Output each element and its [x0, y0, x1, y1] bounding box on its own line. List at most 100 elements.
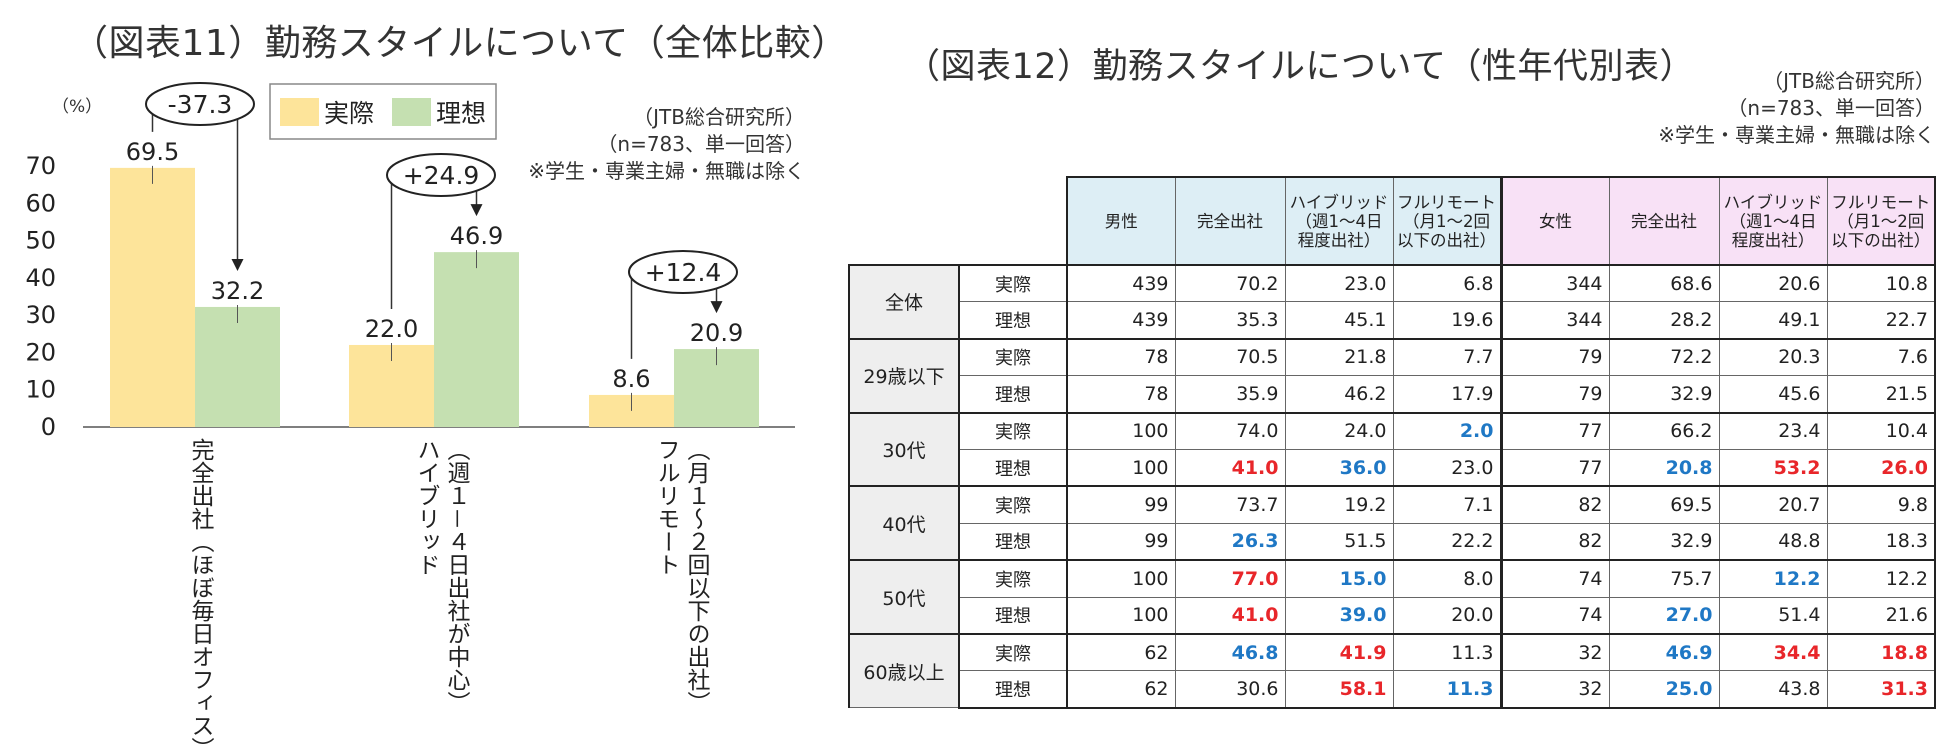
percent-cell: 41.0 — [1174, 596, 1286, 635]
table-row: 理想 100 41.0 36.0 23.0 77 20.8 53.2 26.0 — [849, 448, 1936, 487]
percent-cell: 43.8 — [1718, 670, 1828, 709]
percent-cell: 18.8 — [1826, 632, 1936, 672]
header-empty — [959, 177, 1067, 265]
percent-cell: 7.6 — [1826, 337, 1936, 377]
percent-cell: 46.2 — [1284, 375, 1394, 414]
arrow-head-icon — [470, 204, 483, 217]
percent-cell: 35.9 — [1174, 375, 1286, 414]
annotation-connector — [387, 174, 393, 309]
legend-label-ideal: 理想 — [436, 99, 486, 128]
percent-cell: 19.6 — [1392, 301, 1502, 340]
count-cell: 439 — [1066, 301, 1176, 340]
row-type-label: 理想 — [958, 596, 1068, 635]
header-female-full-remote: フルリモート（月1～2回以下の出社） — [1826, 176, 1936, 266]
percent-cell: 8.0 — [1392, 559, 1502, 598]
data-label: 8.6 — [612, 365, 650, 393]
percent-cell: 21.8 — [1284, 337, 1394, 377]
right-note-line: （JTB総合研究所） — [1763, 69, 1935, 93]
percent-cell: 12.2 — [1826, 559, 1936, 598]
work-style-table: 男性 完全出社 ハイブリッド（週1～4日程度出社） フルリモート（月1～2回以下… — [848, 176, 1936, 709]
percent-cell: 19.2 — [1284, 485, 1394, 524]
percent-cell: 15.0 — [1284, 559, 1394, 598]
percent-cell: 73.7 — [1174, 485, 1286, 524]
row-type-label: 実際 — [958, 337, 1068, 377]
x-category-label: ハイブリッド — [413, 438, 439, 576]
table-row: 理想 62 30.6 58.1 11.3 32 25.0 43.8 31.3 — [849, 670, 1936, 709]
percent-cell: 70.2 — [1174, 264, 1286, 303]
count-cell: 79 — [1499, 337, 1610, 377]
bar-ideal — [195, 306, 280, 427]
percent-cell: 21.6 — [1826, 596, 1936, 635]
percent-cell: 39.0 — [1284, 596, 1394, 635]
percent-cell: 25.0 — [1608, 670, 1720, 709]
row-type-label: 実際 — [958, 485, 1068, 524]
table-row: 理想 99 26.3 51.5 22.2 82 32.9 48.8 18.3 — [849, 522, 1936, 561]
percent-cell: 69.5 — [1608, 485, 1720, 524]
percent-cell: 35.3 — [1174, 301, 1286, 340]
table-row: 理想 439 35.3 45.1 19.6 344 28.2 49.1 22.7 — [849, 301, 1936, 340]
percent-cell: 10.8 — [1826, 264, 1936, 303]
row-group-label: 29歳以下 — [848, 337, 960, 414]
annotation-bubble — [386, 153, 496, 197]
y-tick-label: 40 — [25, 264, 56, 292]
count-cell: 74 — [1499, 596, 1610, 635]
table-header-row: 男性 完全出社 ハイブリッド（週1～4日程度出社） フルリモート（月1～2回以下… — [849, 176, 1936, 266]
percent-cell: 11.3 — [1392, 670, 1502, 709]
percent-cell: 58.1 — [1284, 670, 1394, 709]
row-type-label: 理想 — [958, 375, 1068, 414]
count-cell: 100 — [1066, 411, 1176, 450]
count-cell: 32 — [1499, 632, 1610, 672]
percent-cell: 36.0 — [1284, 448, 1394, 487]
right-source-note: （JTB総合研究所） （n=783、単一回答） ※学生・専業主婦・無職は除く — [1560, 68, 1935, 149]
y-axis-unit: （%） — [52, 97, 102, 117]
percent-cell: 2.0 — [1392, 411, 1502, 450]
header-male-hybrid: ハイブリッド（週1～4日程度出社） — [1284, 176, 1394, 266]
table-row: 29歳以下 実際 78 70.5 21.8 7.7 79 72.2 20.3 7.6 — [848, 337, 1936, 414]
percent-cell: 20.3 — [1718, 337, 1828, 377]
percent-cell: 23.0 — [1392, 448, 1502, 487]
left-note-line: ※学生・専業主婦・無職は除く — [528, 159, 805, 183]
annotation-bubble — [145, 82, 255, 126]
arrow-head-icon — [710, 301, 723, 314]
table-title: （図表12）勤務スタイルについて（性年代別表） — [905, 47, 1695, 87]
percent-cell: 72.2 — [1608, 337, 1720, 377]
row-group-label: 50代 — [848, 559, 960, 635]
percent-cell: 9.8 — [1826, 485, 1936, 524]
header-female: 女性 — [1499, 176, 1610, 266]
y-tick-label: 10 — [25, 376, 56, 404]
percent-cell: 46.9 — [1608, 632, 1720, 672]
header-male-full-office: 完全出社 — [1174, 176, 1286, 266]
percent-cell: 41.9 — [1284, 632, 1394, 672]
row-group-label: 60歳以上 — [848, 632, 960, 709]
data-label: 20.9 — [690, 319, 743, 347]
percent-cell: 22.7 — [1826, 301, 1936, 340]
percent-cell: 20.6 — [1718, 264, 1828, 303]
percent-cell: 70.5 — [1174, 337, 1286, 377]
table-row: 40代 実際 99 73.7 19.2 7.1 82 69.5 20.7 9.8 — [848, 485, 1936, 561]
percent-cell: 11.3 — [1392, 632, 1502, 672]
annotation-arrow — [236, 103, 254, 269]
count-cell: 439 — [1066, 264, 1176, 303]
percent-cell: 7.7 — [1392, 337, 1502, 377]
y-tick-label: 50 — [25, 227, 56, 255]
left-note-line: （n=783、単一回答） — [597, 132, 805, 156]
data-label: 22.0 — [365, 315, 418, 343]
difference-label: +12.4 — [645, 258, 722, 287]
count-cell: 100 — [1066, 448, 1176, 487]
left-source-note: （JTB総合研究所） （n=783、単一回答） ※学生・専業主婦・無職は除く — [500, 104, 805, 185]
count-cell: 100 — [1066, 559, 1176, 598]
row-type-label: 理想 — [958, 301, 1068, 340]
row-type-label: 実際 — [958, 264, 1068, 303]
percent-cell: 28.2 — [1608, 301, 1720, 340]
percent-cell: 22.2 — [1392, 522, 1502, 561]
left-note-line: （JTB総合研究所） — [633, 105, 805, 129]
percent-cell: 41.0 — [1174, 448, 1286, 487]
percent-cell: 74.0 — [1174, 411, 1286, 450]
percent-cell: 6.8 — [1392, 264, 1502, 303]
difference-label: +24.9 — [403, 161, 480, 190]
legend-label-actual: 実際 — [324, 99, 374, 128]
percent-cell: 53.2 — [1718, 448, 1828, 487]
percent-cell: 24.0 — [1284, 411, 1394, 450]
table-row: 50代 実際 100 77.0 15.0 8.0 74 75.7 12.2 12.2 — [848, 559, 1936, 635]
count-cell: 100 — [1066, 596, 1176, 635]
